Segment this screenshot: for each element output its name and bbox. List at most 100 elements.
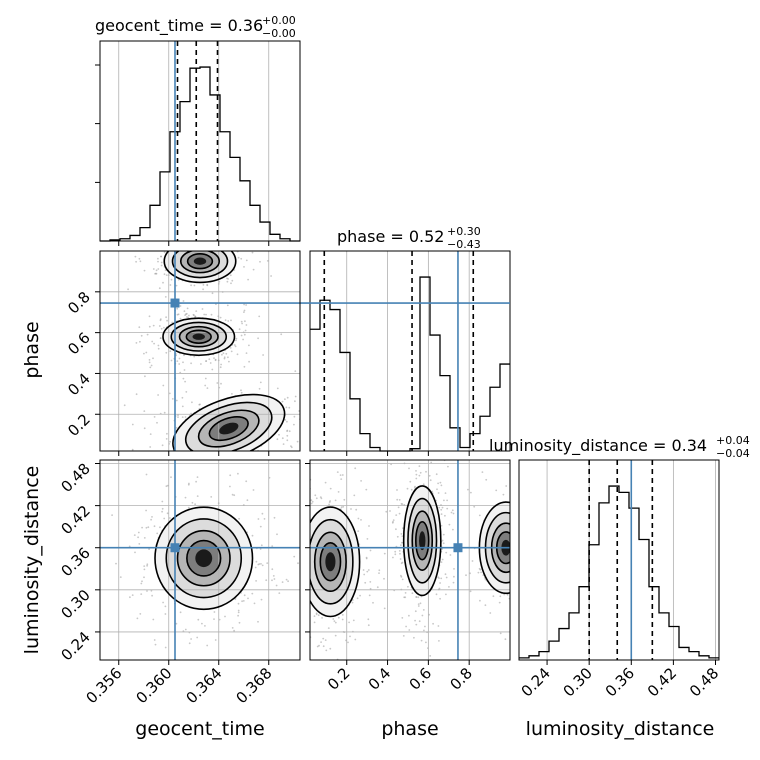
sample-point [221,246,223,248]
sample-point [477,571,480,574]
sample-point [389,510,391,512]
sample-point [259,260,261,263]
sample-point [448,586,450,588]
sample-point [523,549,525,551]
sample-point [276,387,279,390]
sample-point [368,525,370,527]
sample-point [311,500,314,503]
sample-point [291,563,293,565]
x-tick-label: 0.364 [182,664,225,707]
sample-point [220,363,223,366]
sample-point [203,313,206,316]
sample-point [237,611,240,614]
sample-point [434,456,436,458]
sample-point [148,359,151,361]
y-tick-label: 0.2 [64,410,94,440]
sample-point [227,278,230,280]
sample-point [170,231,172,233]
sample-point [223,357,226,360]
sample-point [511,532,513,534]
sample-point [184,314,187,316]
sample-point [516,548,518,550]
sample-point [168,392,171,395]
sample-point [145,509,148,512]
y-tick-label: 0.4 [64,370,94,400]
sample-point [162,244,164,246]
sample-point [255,486,257,488]
sample-point [366,538,369,540]
sample-point [298,510,300,512]
density-level [192,333,205,340]
histogram-phase [310,276,510,452]
x-tick-label: 0.30 [560,664,596,700]
sample-point [352,619,355,622]
sample-point [414,619,416,622]
sample-point [163,326,165,329]
sample-point [183,369,186,371]
sample-point [165,316,168,319]
sample-point [241,247,243,249]
contour-line [402,485,442,597]
sample-point [270,275,272,277]
sample-point [366,570,369,573]
contour-line [310,506,361,618]
sample-point [409,480,412,483]
sample-point [145,526,148,529]
sample-point [234,598,237,601]
y-tick-label: 0.48 [57,460,93,496]
sample-point [281,581,284,583]
sample-point [300,623,302,625]
sample-point [444,492,447,494]
sample-point [220,453,222,455]
sample-point [537,568,539,570]
sample-point [415,596,418,598]
sample-point [414,485,416,488]
sample-point [243,309,246,312]
sample-point [193,198,195,200]
sample-point [193,456,195,458]
sample-point [411,592,414,595]
sample-point [529,564,531,566]
sample-point [230,319,232,322]
sample-point [242,338,245,341]
sample-point [165,351,168,354]
sample-point [258,247,260,249]
sample-point [219,316,222,319]
sample-point [469,590,472,593]
sample-point [229,474,232,477]
sample-point [237,256,240,259]
sample-point [236,353,239,356]
sample-point [243,266,245,268]
sample-point [290,446,293,449]
sample-point [261,512,264,515]
sample-point [147,526,150,529]
sample-point [445,551,448,554]
sample-point [141,526,144,529]
sample-point [439,597,441,600]
contour-line [411,510,434,571]
sample-point [211,246,213,248]
contour-line [162,317,236,357]
sample-point [181,405,184,408]
sample-point [297,533,299,535]
sample-point [303,555,305,557]
sample-point [257,620,259,623]
sample-point [549,596,551,598]
sample-point [243,594,246,597]
sample-point [202,284,205,286]
sample-point [369,549,372,552]
sample-point [360,519,362,521]
sample-point [216,226,218,228]
sample-point [129,596,131,599]
sample-point [444,573,447,576]
sample-point [440,513,443,515]
sample-point [448,523,451,526]
sample-point [138,257,141,260]
sample-point [163,517,166,520]
sample-point [413,454,415,456]
sample-point [293,423,295,426]
sample-point [258,563,261,565]
sample-point [240,391,243,394]
sample-point [524,602,526,604]
sample-point [506,593,509,596]
